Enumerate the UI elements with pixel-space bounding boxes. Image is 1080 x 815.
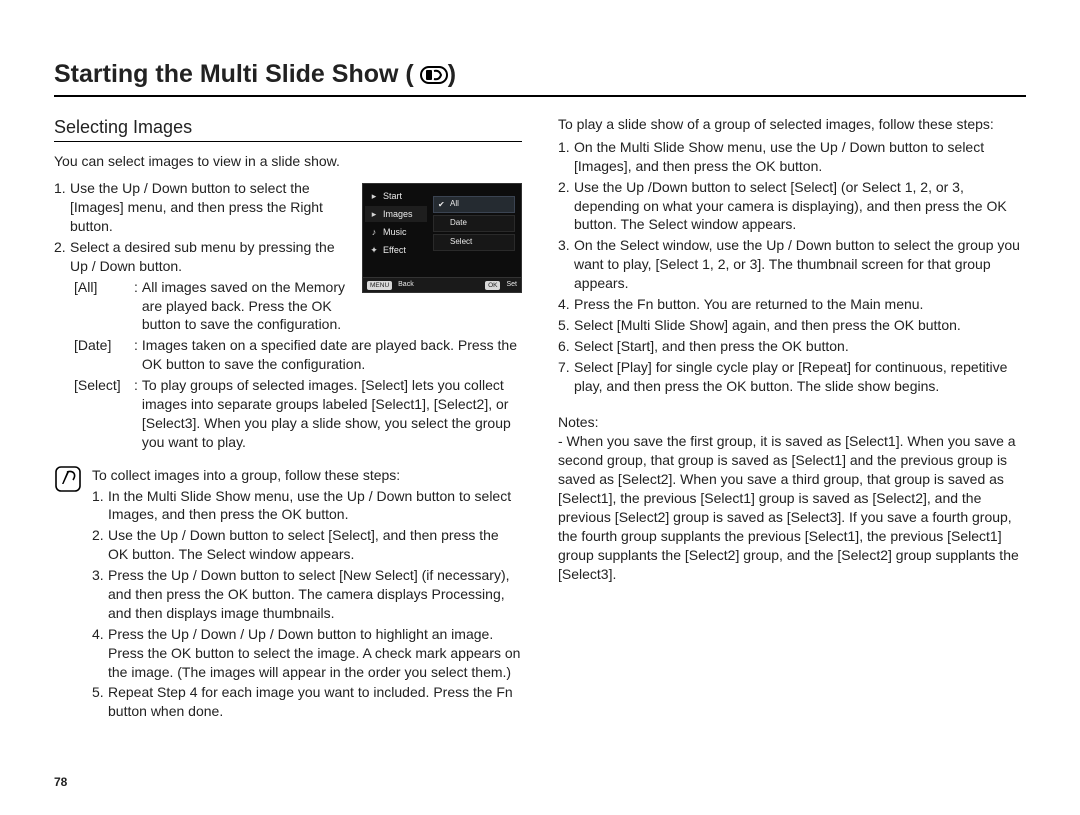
notes-body: - When you save the first group, it is s… xyxy=(558,432,1026,583)
section-intro: You can select images to view in a slide… xyxy=(54,152,522,171)
note-step-list: In the Multi Slide Show menu, use the Up… xyxy=(92,487,522,722)
camera-ok-pill: OK xyxy=(485,281,500,290)
note-step-4: Press the Up / Down / Up / Down button t… xyxy=(92,625,522,682)
definition-all: [All] : All images saved on the Memory a… xyxy=(74,278,354,335)
definition-select: [Select] : To play groups of selected im… xyxy=(74,376,522,452)
step-1: Use the Up / Down button to select the [… xyxy=(54,179,354,236)
left-column: Selecting Images You can select images t… xyxy=(54,115,522,723)
camera-menu-images: ▸Images xyxy=(365,206,427,222)
definition-list: [All] : All images saved on the Memory a… xyxy=(54,278,522,452)
right-step-2: Use the Up /Down button to select [Selec… xyxy=(558,178,1026,235)
note-intro: To collect images into a group, follow t… xyxy=(92,466,522,485)
note-step-2: Use the Up / Down button to select [Sele… xyxy=(92,526,522,564)
camera-menu-pill: MENU xyxy=(367,281,392,290)
right-step-3: On the Select window, use the Up / Down … xyxy=(558,236,1026,293)
camera-menu-music: ♪Music xyxy=(365,224,427,240)
camera-footer: MENU Back OK Set xyxy=(363,277,521,292)
right-step-list: On the Multi Slide Show menu, use the Up… xyxy=(558,138,1026,396)
note-icon xyxy=(54,466,82,724)
notes-label: Notes: xyxy=(558,413,1026,432)
note-step-1: In the Multi Slide Show menu, use the Up… xyxy=(92,487,522,525)
right-step-7: Select [Play] for single cycle play or [… xyxy=(558,358,1026,396)
manual-page: Starting the Multi Slide Show ( ) Select… xyxy=(0,0,1080,815)
page-title-prefix: Starting the Multi Slide Show ( xyxy=(54,60,414,89)
right-intro: To play a slide show of a group of selec… xyxy=(558,115,1026,134)
camera-option-select: Select xyxy=(433,234,515,251)
camera-option-date: Date xyxy=(433,215,515,232)
camera-menu-effect: ✦Effect xyxy=(365,242,427,258)
note-block: To collect images into a group, follow t… xyxy=(54,466,522,724)
camera-menu-list: ▸Start ▸Images ♪Music ✦Effect xyxy=(363,184,427,292)
slideshow-icon xyxy=(420,64,448,86)
step-2: Select a desired sub menu by pressing th… xyxy=(54,238,354,276)
camera-option-all: ✔All xyxy=(433,196,515,213)
camera-ok-label: Set xyxy=(506,280,517,289)
right-step-4: Press the Fn button. You are returned to… xyxy=(558,295,1026,314)
right-step-1: On the Multi Slide Show menu, use the Up… xyxy=(558,138,1026,176)
page-title-suffix: ) xyxy=(448,60,456,89)
camera-submenu: ✔All Date Select xyxy=(427,184,521,292)
camera-screenshot: ▸Start ▸Images ♪Music ✦Effect ✔All Date … xyxy=(362,183,522,293)
section-heading: Selecting Images xyxy=(54,115,522,142)
right-column: To play a slide show of a group of selec… xyxy=(558,115,1026,723)
definition-date: [Date] : Images taken on a specified dat… xyxy=(74,336,522,374)
note-step-5: Repeat Step 4 for each image you want to… xyxy=(92,683,522,721)
note-step-3: Press the Up / Down button to select [Ne… xyxy=(92,566,522,623)
camera-back-label: Back xyxy=(398,280,414,289)
content-columns: Selecting Images You can select images t… xyxy=(54,115,1026,723)
right-step-6: Select [Start], and then press the OK bu… xyxy=(558,337,1026,356)
page-number: 78 xyxy=(54,775,67,789)
page-title-row: Starting the Multi Slide Show ( ) xyxy=(54,60,1026,97)
right-step-5: Select [Multi Slide Show] again, and the… xyxy=(558,316,1026,335)
camera-menu-start: ▸Start xyxy=(365,188,427,204)
note-content: To collect images into a group, follow t… xyxy=(92,466,522,724)
